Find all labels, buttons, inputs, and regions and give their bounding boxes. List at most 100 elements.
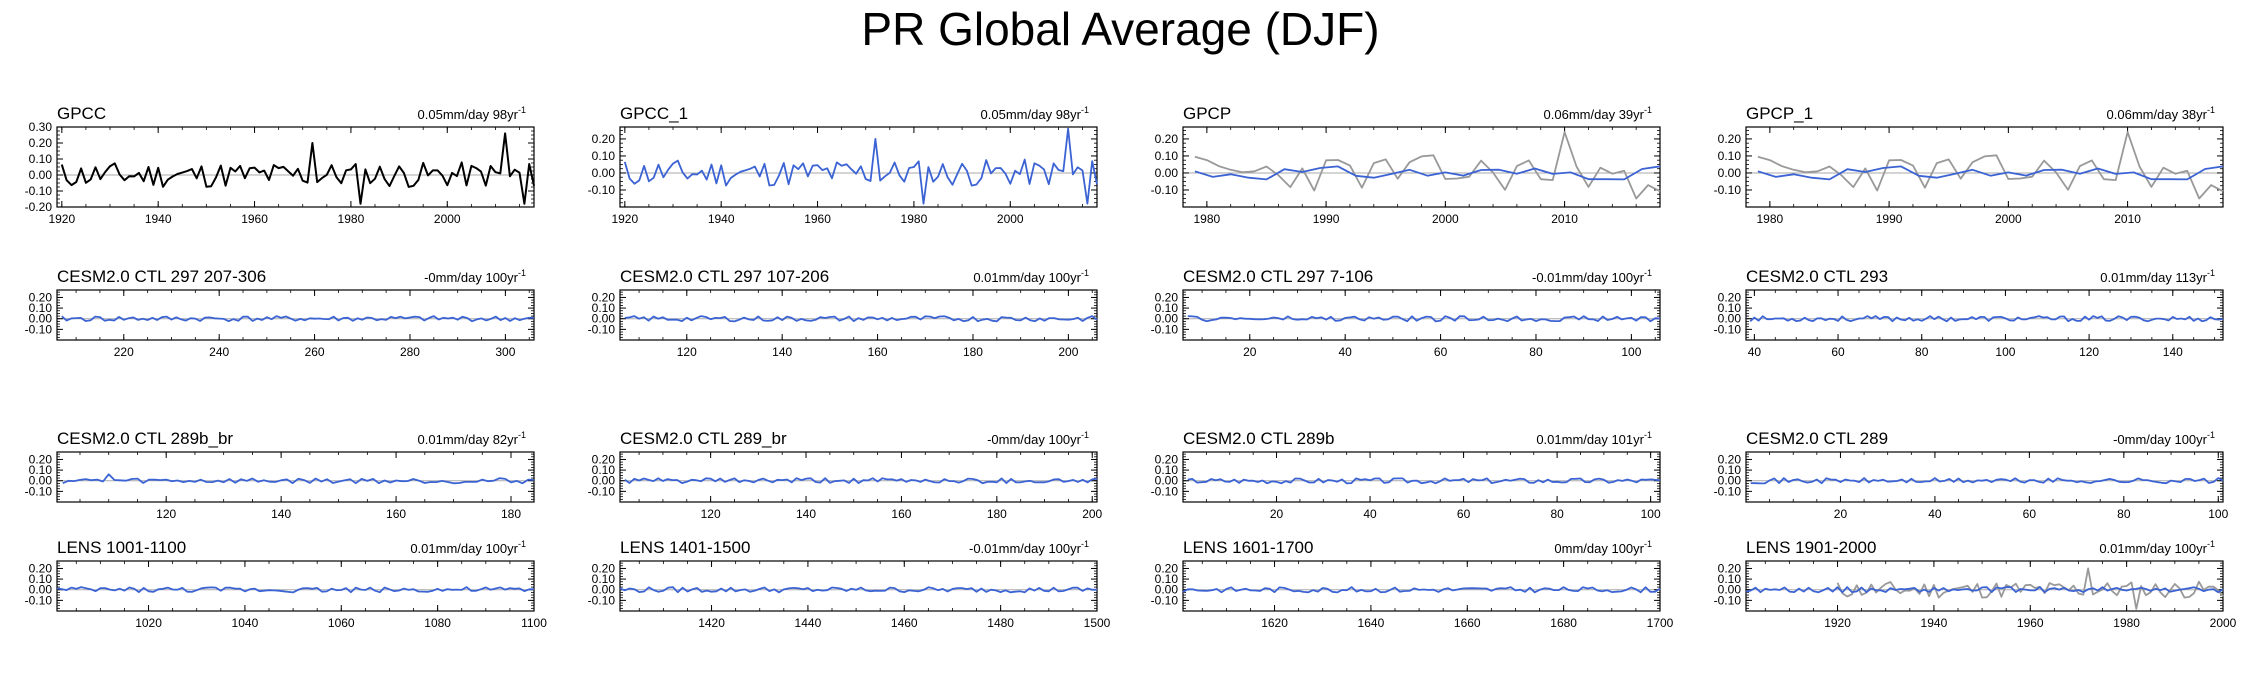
x-tick-label: 1940: [1921, 616, 1948, 630]
plot-frame: [1745, 126, 2224, 208]
y-tick-label: 0.00: [1155, 583, 1179, 597]
x-tick-label: 120: [156, 507, 176, 521]
x-tick-label: 2000: [997, 212, 1024, 226]
y-tick-label: 0.00: [1718, 583, 1742, 597]
trend-label: 0.05mm/day 98yr-1: [418, 105, 526, 122]
panel-11: -0.100.000.100.20 20 40 60 80 100 CESM2.0 CTL …: [1151, 429, 1661, 521]
y-tick-label: -0.10: [25, 184, 53, 198]
panel-title: CESM2.0 CTL 297 207-306: [57, 267, 266, 286]
y-tick-label: 0.10: [29, 152, 53, 166]
y-tick-label: 0.20: [1718, 452, 1742, 466]
x-tick-label: 80: [1550, 507, 1564, 521]
x-tick-label: 1940: [145, 212, 172, 226]
y-tick-label: 0.20: [1155, 132, 1179, 146]
panel-title: CESM2.0 CTL 293: [1746, 267, 1888, 286]
x-tick-label: 1420: [698, 616, 725, 630]
trend-exponent: -1: [1081, 268, 1089, 278]
x-tick-label: 60: [1457, 507, 1471, 521]
x-tick-label: 180: [501, 507, 521, 521]
x-tick-label: 1440: [795, 616, 822, 630]
x-tick-label: 1920: [48, 212, 75, 226]
y-tick-label: -0.10: [25, 593, 53, 607]
y-tick-label: -0.10: [588, 183, 616, 197]
trend-exponent: -1: [1081, 430, 1089, 440]
y-tick-label: 0.00: [1155, 166, 1179, 180]
panel-title: GPCC_1: [620, 104, 688, 123]
panel-title: CESM2.0 CTL 289_br: [620, 429, 787, 448]
x-tick-label: 1980: [2113, 616, 2140, 630]
trend-exponent: -1: [1644, 539, 1652, 549]
trend-label: 0mm/day 100yr-1: [1554, 539, 1652, 556]
panel-6: -0.100.000.100.20 120 140 160 180 200 CESM2.0 …: [588, 267, 1098, 359]
y-tick-label: -0.10: [1714, 593, 1742, 607]
plot-frame: [1745, 560, 2224, 612]
trend-exponent: -1: [518, 539, 526, 549]
y-tick-label: -0.10: [25, 484, 53, 498]
y-tick-label: 0.20: [1718, 561, 1742, 575]
trend-label: 0.01mm/day 82yr-1: [418, 430, 526, 447]
y-tick-label: -0.10: [1714, 322, 1742, 336]
panel-title: LENS 1401-1500: [620, 538, 750, 557]
panel-10: -0.100.000.100.20 120 140 160 180 200 CESM2.0 …: [588, 429, 1103, 521]
x-tick-label: 1960: [804, 212, 831, 226]
y-tick-label: 0.10: [1718, 301, 1742, 315]
x-tick-label: 160: [868, 345, 888, 359]
x-tick-label: 100: [1995, 345, 2015, 359]
y-tick-label: 0.00: [592, 474, 616, 488]
trend-exponent: -1: [1644, 430, 1652, 440]
x-tick-label: 160: [891, 507, 911, 521]
x-tick-label: 1980: [901, 212, 928, 226]
x-tick-label: 240: [209, 345, 229, 359]
panel-title: LENS 1001-1100: [57, 538, 186, 557]
trend-exponent: -1: [518, 105, 526, 115]
y-tick-label: -0.10: [25, 322, 53, 336]
x-tick-label: 180: [987, 507, 1007, 521]
x-tick-label: 1700: [1647, 616, 1674, 630]
x-tick-label: 200: [1058, 345, 1078, 359]
x-tick-label: 1020: [135, 616, 162, 630]
panel-16: -0.100.000.100.20 1920 1940 1960 1980 2000 LEN…: [1714, 538, 2237, 630]
panel-title: CESM2.0 CTL 289b: [1183, 429, 1335, 448]
y-tick-label: 0.10: [1155, 301, 1179, 315]
panel-3: -0.10 0.00 0.10 0.20 1980 1990 2000 2010 GPCP 0.0…: [1151, 104, 1661, 226]
y-tick-label: 0.20: [1155, 561, 1179, 575]
y-tick-label: 0.10: [29, 572, 53, 586]
plot-frame: [56, 560, 535, 612]
x-tick-label: 60: [1831, 345, 1845, 359]
trend-label: -0mm/day 100yr-1: [424, 268, 526, 285]
y-tick-label: 0.10: [29, 301, 53, 315]
trend-label: 0.05mm/day 98yr-1: [981, 105, 1089, 122]
series-line-model: [1749, 315, 2224, 323]
y-tick-label: 0.10: [1155, 149, 1179, 163]
x-tick-label: 140: [796, 507, 816, 521]
series-line-model: [619, 586, 1098, 594]
y-tick-label: 0.20: [1718, 290, 1742, 304]
y-tick-label: 0.20: [592, 452, 616, 466]
y-tick-label: 0.20: [1155, 290, 1179, 304]
y-tick-label: 0.00: [592, 312, 616, 326]
plot-frame: [619, 560, 1098, 612]
y-tick-label: 0.00: [29, 474, 53, 488]
y-tick-label: 0.00: [592, 583, 616, 597]
panel-1: -0.20 -0.10 0.00 0.10 0.20 0.30 1920 1940 1960 19…: [25, 104, 535, 226]
x-tick-label: 2000: [1995, 212, 2022, 226]
x-tick-label: 1980: [338, 212, 365, 226]
y-tick-label: -0.10: [1151, 484, 1179, 498]
y-tick-label: 0.00: [1718, 312, 1742, 326]
trend-exponent: -1: [2207, 268, 2215, 278]
y-tick-label: -0.10: [1151, 593, 1179, 607]
x-tick-label: 280: [400, 345, 420, 359]
x-tick-label: 1480: [987, 616, 1014, 630]
plot-frame: [1182, 451, 1661, 503]
series-line-model: [624, 477, 1098, 485]
x-tick-label: 300: [495, 345, 515, 359]
y-tick-label: 0.20: [29, 452, 53, 466]
x-tick-label: 1980: [1193, 212, 1220, 226]
x-tick-label: 2000: [434, 212, 461, 226]
x-tick-label: 1660: [1454, 616, 1481, 630]
trend-label: 0.01mm/day 100yr-1: [410, 539, 526, 556]
x-tick-label: 2000: [1432, 212, 1459, 226]
x-tick-label: 20: [1243, 345, 1257, 359]
x-tick-label: 1990: [1876, 212, 1903, 226]
series-line-model: [1187, 315, 1661, 323]
